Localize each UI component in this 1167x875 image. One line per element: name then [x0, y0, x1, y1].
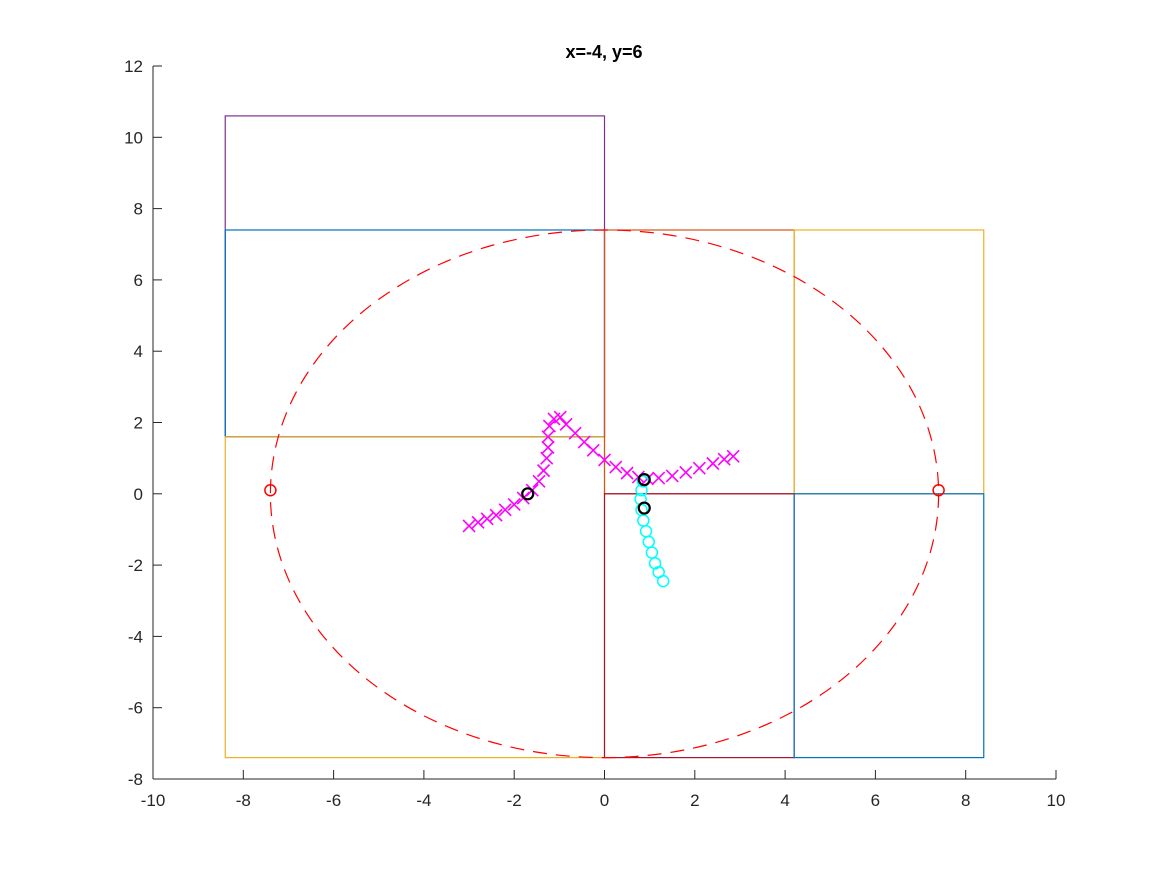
series-0-point-1	[471, 515, 485, 529]
orange-rect-center	[603, 229, 795, 495]
x-tick-label-5: 0	[600, 791, 609, 810]
x-tick-label-1: -8	[236, 791, 251, 810]
yellow-rect-left	[224, 436, 606, 759]
x-tick-label-2: -6	[326, 791, 341, 810]
series-0-point-22	[620, 466, 634, 480]
x-tick-label-6: 2	[690, 791, 699, 810]
x-tick-label-10: 10	[1047, 791, 1066, 810]
y-tick-label-6: 4	[134, 342, 143, 361]
series-0-point-26	[665, 469, 679, 483]
series-0-point-0	[462, 519, 476, 533]
series-0-point-10	[540, 451, 554, 465]
series-3-point-2	[637, 501, 651, 515]
series-1-point-6	[642, 535, 655, 549]
series-1-point-4	[637, 514, 650, 527]
series-1-point-5	[639, 524, 653, 538]
chart-title: x=-4, y=6	[565, 42, 642, 62]
series-0-point-25	[652, 471, 666, 485]
y-tick-label-4: 0	[134, 485, 143, 504]
y-tick-label-8: 8	[134, 200, 143, 219]
series-0-point-21	[609, 460, 623, 474]
blue-rect-top-left	[224, 229, 606, 438]
x-tick-label-7: 4	[780, 791, 789, 810]
y-tick-label-7: 6	[134, 271, 143, 290]
series-0-point-13	[542, 419, 556, 433]
series-0-point-15	[553, 410, 567, 424]
dashed-ellipse	[269, 229, 940, 759]
yellow-rect-right	[793, 229, 985, 495]
series-1-point-10	[656, 574, 670, 588]
x-tick-label-8: 6	[871, 791, 880, 810]
series-1-point-7	[645, 546, 659, 559]
series-0-point-29	[706, 456, 720, 471]
series-2-point-0	[264, 483, 277, 497]
series-0-point-31	[726, 449, 740, 463]
series-0-point-2	[480, 512, 494, 526]
x-tick-label-3: -4	[416, 791, 431, 810]
series-0-point-9	[536, 464, 551, 478]
series-2-point-1	[932, 483, 945, 497]
series-0-point-5	[507, 497, 521, 512]
x-tick-label-4: -2	[507, 791, 522, 810]
series-0-point-11	[541, 440, 555, 455]
series-3-point-0	[521, 487, 535, 501]
red-rect-bottom	[603, 493, 795, 759]
y-tick-label-2: -4	[128, 627, 143, 646]
series-0-point-28	[692, 461, 706, 475]
series-0-point-27	[679, 465, 693, 479]
ellipse-layer	[269, 229, 940, 759]
y-tick-label-1: -6	[128, 699, 143, 718]
rectangles-layer	[224, 115, 985, 759]
ticks-layer: -10 -8 -6 -4 -2 0 2 4 6 8 10 -8 -6 -4 -2 0 2 4 6 8 10 12	[124, 57, 1065, 810]
series-layer	[264, 410, 945, 588]
purple-rect	[224, 115, 606, 438]
series-0-point-3	[489, 508, 503, 522]
series-3-point-1	[637, 472, 651, 487]
y-tick-label-5: 2	[134, 414, 143, 433]
series-0-point-12	[541, 430, 555, 444]
y-tick-label-10: 12	[124, 57, 143, 76]
series-0-point-20	[597, 453, 612, 467]
x-tick-label-9: 8	[961, 791, 970, 810]
series-0-point-30	[717, 452, 731, 466]
series-0-point-4	[498, 503, 512, 517]
y-tick-label-9: 10	[124, 128, 143, 147]
y-tick-label-0: -8	[128, 770, 143, 789]
y-tick-label-3: -2	[128, 556, 143, 575]
series-0-point-19	[586, 443, 600, 457]
blue-rect-bottom-right	[793, 493, 985, 759]
x-tick-label-0: -10	[141, 791, 166, 810]
series-0-point-8	[532, 474, 546, 488]
